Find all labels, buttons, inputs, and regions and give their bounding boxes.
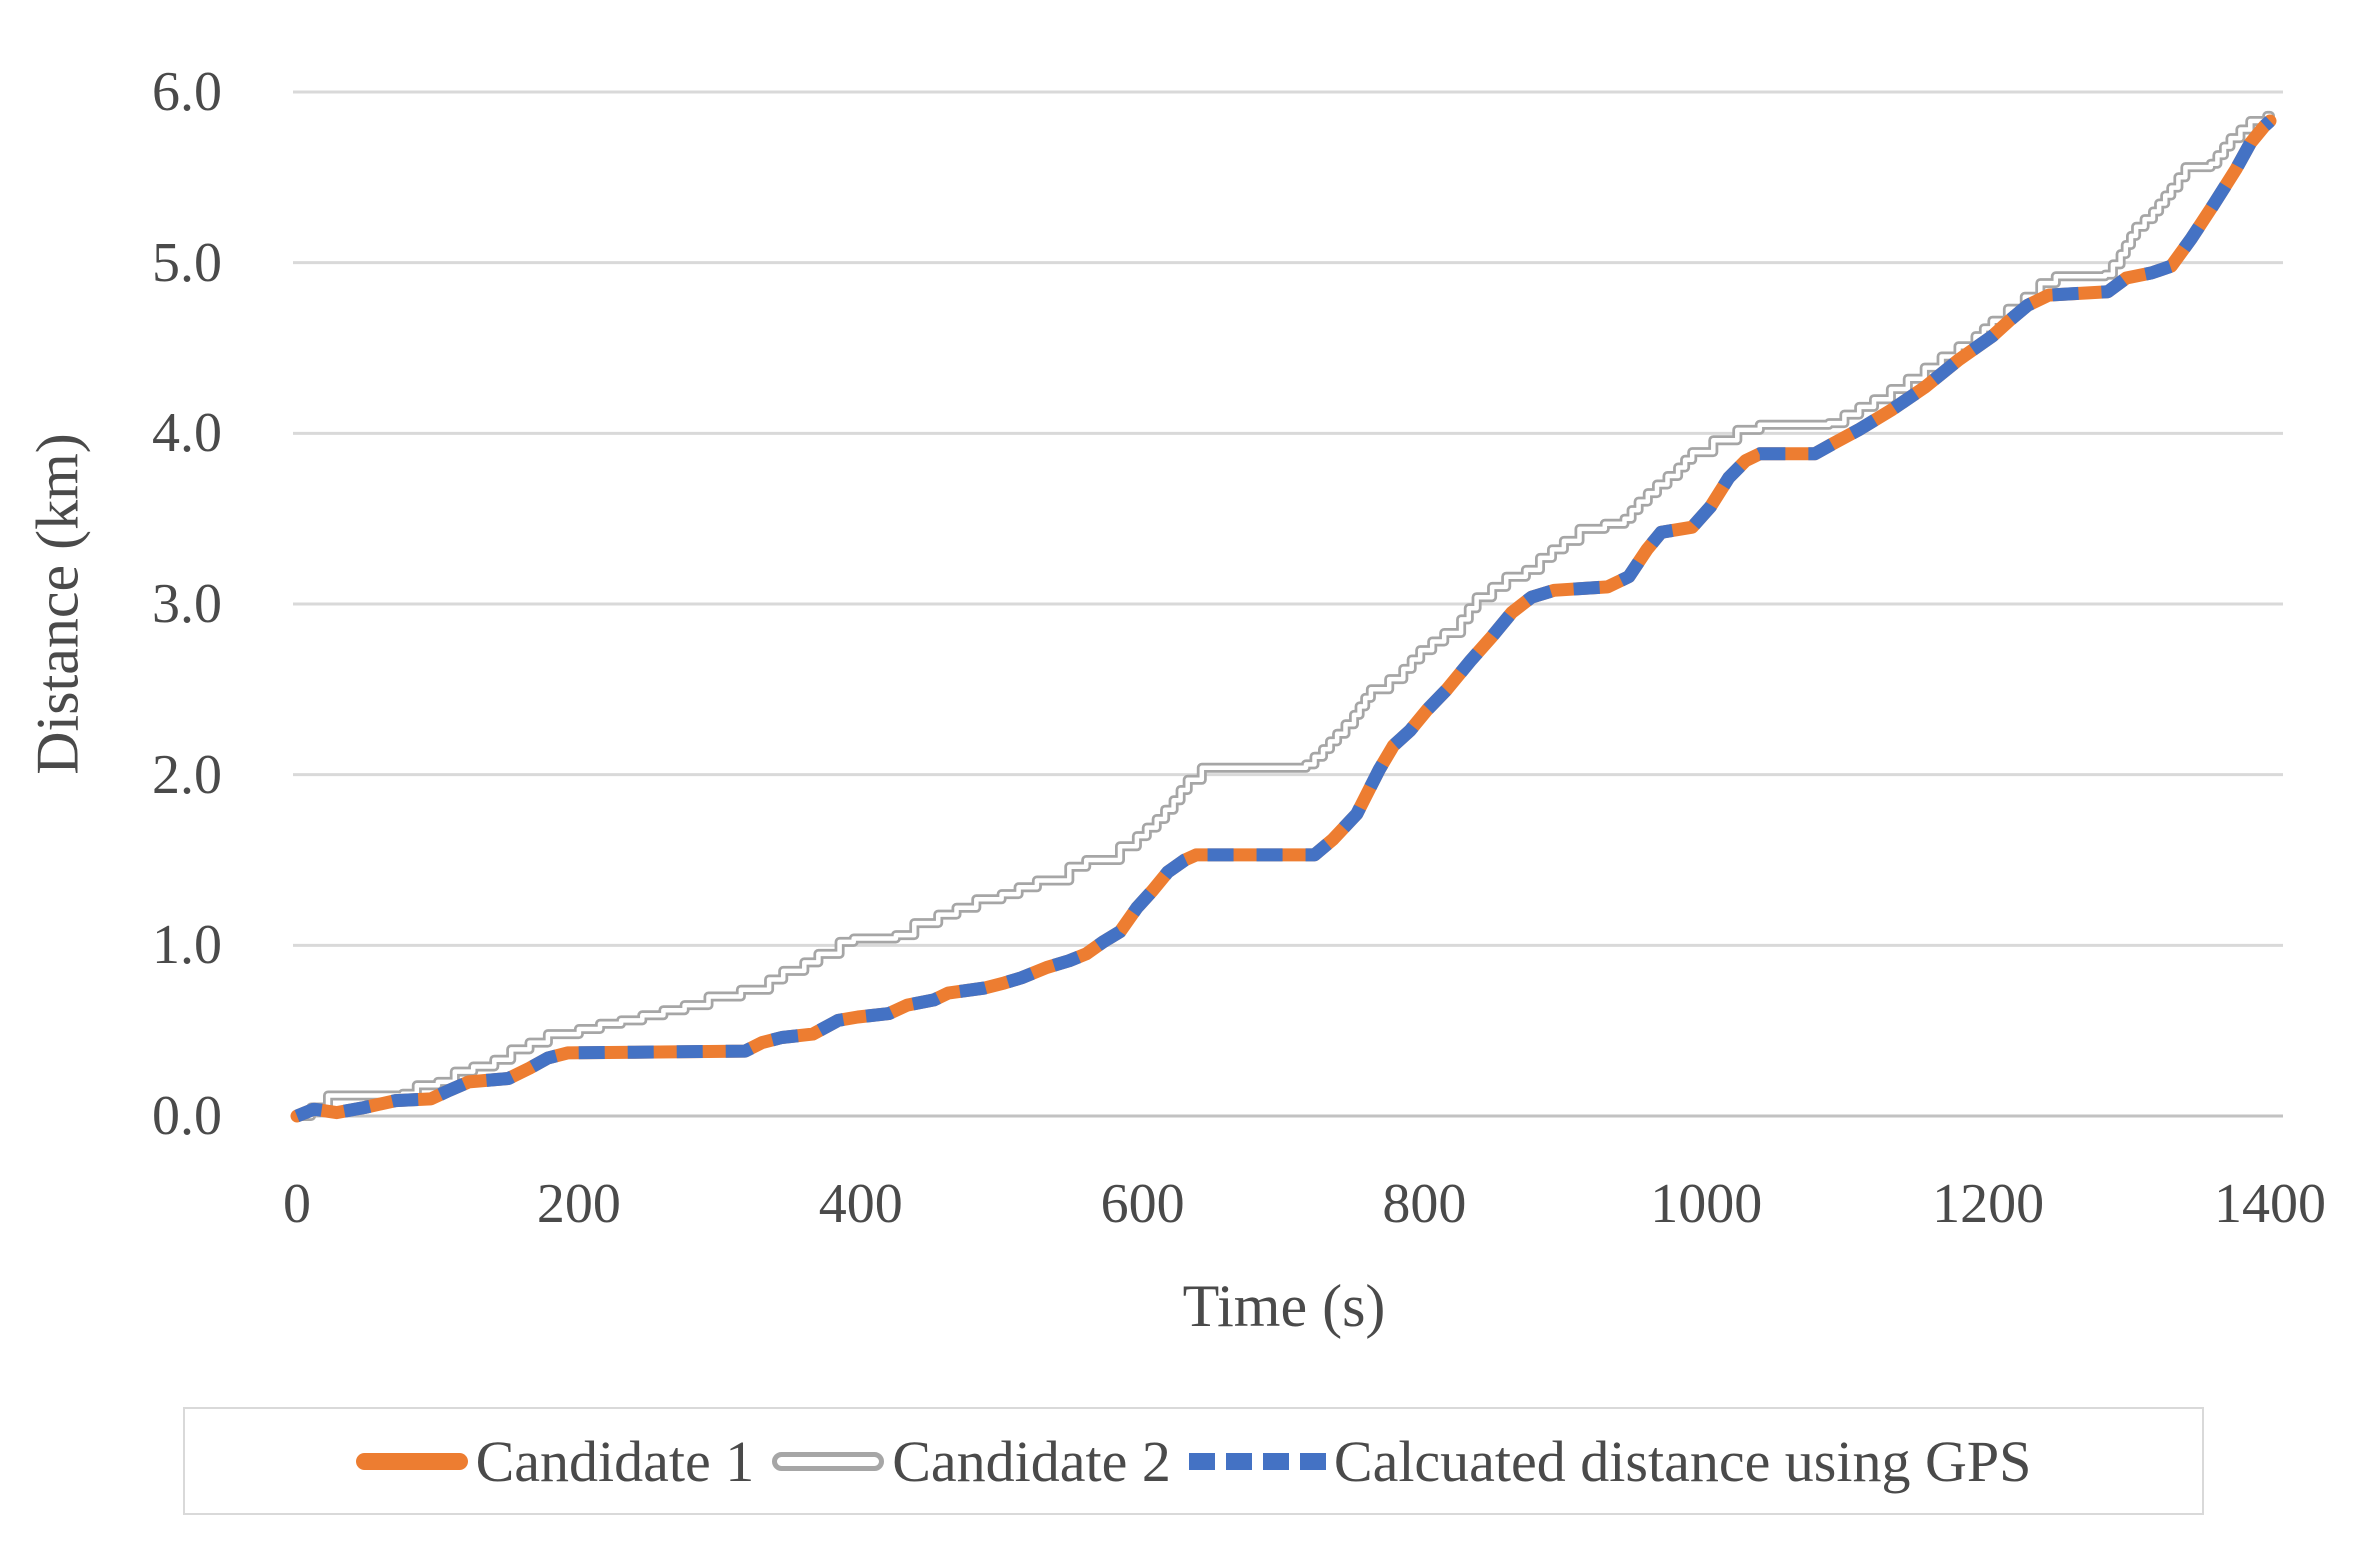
candidate-2-line-swatch [772, 1451, 885, 1471]
gps-dashed-line-swatch [1188, 1452, 1326, 1470]
x-tick-label: 800 [1382, 1173, 1467, 1235]
y-tick-label: 0.0 [152, 1085, 222, 1147]
legend-label-candidate-1: Candidate 1 [475, 1428, 755, 1494]
legend-box: Candidate 1 Candidate 2 Calcuated distan… [183, 1407, 2204, 1515]
series-line-candidate-1 [290, 114, 2277, 1123]
series-line-candidate-2 [292, 110, 2275, 1121]
y-tick-label: 2.0 [152, 743, 222, 806]
x-tick-label: 0 [283, 1173, 311, 1235]
y-tick-label: 6.0 [152, 61, 222, 123]
y-tick-label: 4.0 [152, 402, 222, 465]
legend-item-candidate-1: Candidate 1 [355, 1428, 755, 1495]
y-tick-label: 1.0 [152, 914, 222, 977]
x-axis-title: Time (s) [1182, 1273, 1386, 1339]
y-tick-label: 3.0 [152, 573, 222, 635]
series-line-calcuated-distance-using-gps [294, 116, 2275, 1123]
series-lines [290, 110, 2277, 1123]
legend-label-gps: Calcuated distance using GPS [1333, 1428, 2032, 1494]
legend-item-candidate-2: Candidate 2 [772, 1428, 1171, 1495]
x-tick-label: 1000 [1650, 1173, 1763, 1235]
y-axis-title: Distance (km) [24, 433, 91, 775]
y-tick-label: 5.0 [152, 231, 222, 294]
legend-label-candidate-2: Candidate 2 [892, 1428, 1171, 1494]
x-tick-label: 400 [818, 1173, 903, 1235]
series-line-candidate-2 [294, 113, 2273, 1119]
candidate-1-line-swatch [355, 1452, 468, 1470]
gridlines [293, 90, 2283, 1118]
x-tick-label: 1400 [2214, 1173, 2326, 1235]
legend-item-gps: Calcuated distance using GPS [1188, 1428, 2032, 1495]
x-tick-label: 1200 [1932, 1173, 2045, 1235]
x-tick-label: 600 [1100, 1173, 1185, 1235]
x-tick-label: 200 [536, 1173, 621, 1235]
